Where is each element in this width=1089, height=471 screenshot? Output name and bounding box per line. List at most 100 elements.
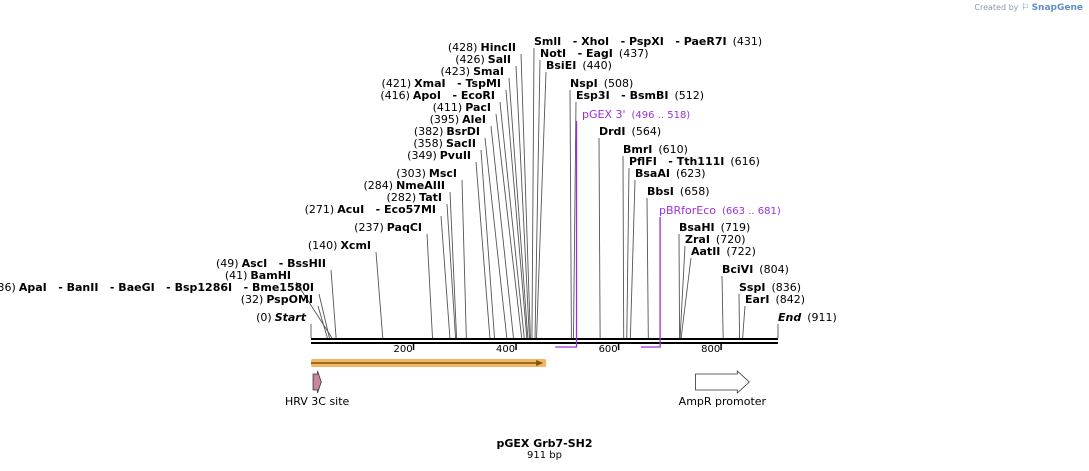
site-name: BciVI [722,263,754,276]
site-name: End [778,311,802,324]
site-label-nme[interactable]: (284) NmeAIII [363,180,445,192]
primer-name: pGEX 3' [582,108,626,121]
site-name: AleI [462,113,486,126]
site-label-bsie[interactable]: BsiEI (440) [546,60,612,72]
primer-label-pbr[interactable]: pBRforEco (663 .. 681) [659,205,781,218]
site-line-nsp [569,89,572,339]
site-label-sal[interactable]: (426) SalI [455,54,511,66]
feature-ampr [695,370,750,394]
site-position: (349) [407,149,437,162]
site-position: (411) [432,101,463,114]
site-line-ear [742,305,746,339]
site-position: (720) [715,233,746,246]
orf-arrowhead [536,360,544,366]
site-position: (423) [440,65,471,78]
feature-label-hrv[interactable]: HRV 3C site [284,395,350,408]
site-line-bam [295,281,333,339]
site-line-not [534,59,541,339]
site-label-start[interactable]: (0) Start [256,312,306,324]
tick-label-200: 200 [393,344,413,355]
site-label-bbs[interactable]: BbsI (658) [647,186,710,198]
site-label-zra[interactable]: ZraI (720) [685,234,746,246]
site-line-asc [330,269,337,339]
site-name: BsaHI [679,221,715,234]
site-label-pac[interactable]: (411) PacI [433,102,491,114]
site-line-sml [531,47,535,339]
site-label-xcm[interactable]: (140) XcmI [308,240,371,252]
site-label-acu[interactable]: (271) AcuI - Eco57MI [305,204,436,216]
site-position: (842) [775,293,806,306]
site-line-pfl [626,167,630,339]
site-name: AatII [691,245,721,258]
site-name: NspI [570,77,598,90]
primer-label-gex3[interactable]: pGEX 3' (496 .. 518) [582,109,690,122]
site-line-pvu [475,161,491,339]
site-position: (395) [429,113,460,126]
site-label-nsp[interactable]: NspI (508) [570,78,633,90]
site-name: BamHI [250,269,291,282]
site-line-tat [446,203,457,339]
site-label-bsr[interactable]: (382) BsrDI [414,126,480,138]
site-line-zra [679,245,686,339]
site-line-pac [495,113,523,339]
site-position: (804) [759,263,789,276]
site-label-end[interactable]: End (911) [778,312,837,324]
site-label-psp[interactable]: (32) PspOMI [241,294,313,306]
site-name: BmrI [623,143,653,156]
site-label-sac[interactable]: (358) SacII [413,138,476,150]
site-label-bam[interactable]: (41) BamHI [225,270,291,282]
site-line-apo [499,101,525,339]
site-line-bsie [536,71,547,339]
site-position: (416) [380,89,410,102]
feature-label-ampr[interactable]: AmpR promoter [678,395,767,408]
site-label-bsah[interactable]: BsaHI (719) [679,222,750,234]
snapgene-credit: Created by ⚐ SnapGene [974,3,1083,13]
site-label-apa[interactable]: (36)ApaI - BanII - BaeGI - Bsp1286I - Bm… [0,282,314,294]
site-label-apo[interactable]: (416) ApoI - EcoRI [380,90,495,102]
site-name: Esp3I - BsmBI [576,89,669,102]
site-label-bmr[interactable]: BmrI (610) [623,144,688,156]
site-label-ear[interactable]: EarI (842) [745,294,805,306]
site-name: SalI [487,53,511,66]
site-label-pvu[interactable]: (349) PvuII [407,150,471,162]
site-line-paq [426,233,433,339]
site-label-ale[interactable]: (395) AleI [430,114,486,126]
site-position: (722) [726,245,756,258]
site-position: (41) [224,269,248,282]
site-position: (616) [730,155,760,168]
site-name: PvuII [439,149,471,162]
site-name: PacI [465,101,491,114]
site-label-hinc[interactable]: (428) HincII [448,42,516,54]
site-position: (836) [771,281,802,294]
site-label-asc[interactable]: (49) AscI - BssHII [216,258,326,270]
site-label-aat[interactable]: AatII (722) [691,246,756,258]
site-label-bsaa[interactable]: BsaAI (623) [635,168,706,180]
site-position: (284) [363,179,394,192]
site-position: (32) [240,293,264,306]
site-label-drd[interactable]: DrdI (564) [599,126,661,138]
site-label-sma[interactable]: (423) SmaI [441,66,505,78]
site-name: BsaAI [635,167,670,180]
site-position: (719) [720,221,751,234]
site-label-xma[interactable]: (421) XmaI - TspMI [382,78,501,90]
site-label-bci[interactable]: BciVI (804) [722,264,789,276]
site-label-tat[interactable]: (282) TatI [387,192,442,204]
site-label-sml[interactable]: SmlI - XhoI - PspXI - PaeR7I (431) [534,36,762,48]
site-name: PflFI - Tth111I [629,155,725,168]
site-line-bmr [622,155,625,339]
site-label-esp[interactable]: Esp3I - BsmBI (512) [576,90,704,102]
site-line-drd [598,137,601,339]
credit-brand: SnapGene [1031,3,1083,13]
site-line-bsr [484,137,508,339]
site-label-msc[interactable]: (303) MscI [396,168,457,180]
site-line-psp [317,305,328,339]
site-label-ssp[interactable]: SspI (836) [739,282,801,294]
map-title: pGEX Grb7-SH2 [496,437,593,450]
site-label-not[interactable]: NotI - EagI (437) [540,48,649,60]
primer-pbr [640,217,661,348]
site-label-paq[interactable]: (237) PaqCI [354,222,422,234]
tick-label-800: 800 [701,344,721,355]
site-label-pfl[interactable]: PflFI - Tth111I (616) [629,156,760,168]
site-position: (0) [256,311,272,324]
